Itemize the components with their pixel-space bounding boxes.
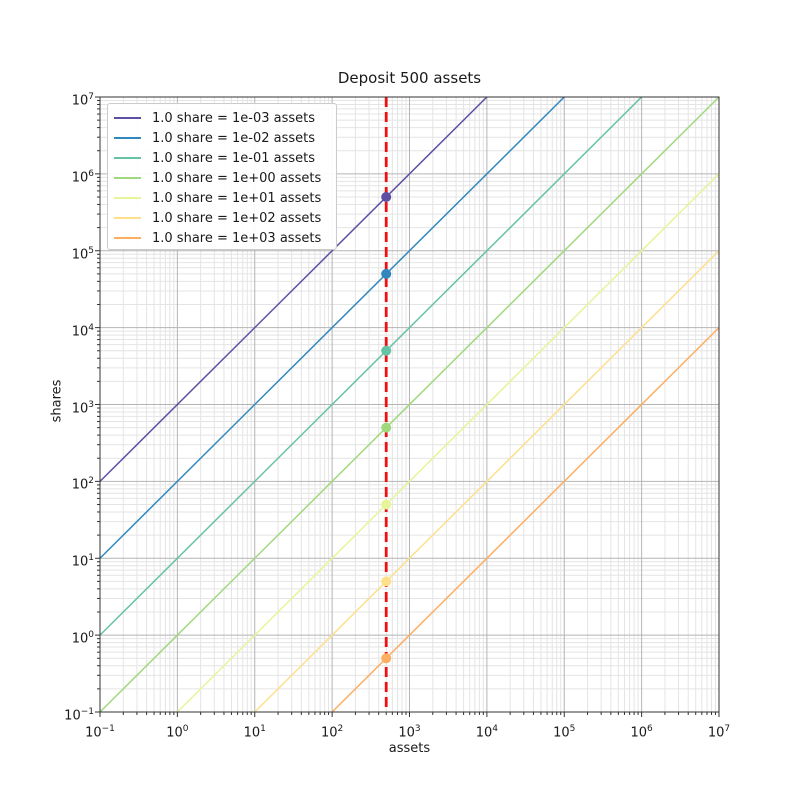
y-tick-label: 101 <box>71 553 94 570</box>
x-tick-label: 105 <box>553 724 576 741</box>
legend-swatch-line <box>114 157 141 159</box>
legend-row: 1.0 share = 1e+00 assets <box>114 168 336 188</box>
legend-swatch-line <box>114 117 141 119</box>
series-line <box>99 96 565 559</box>
y-tick-label: 103 <box>71 399 94 416</box>
x-axis-label: assets <box>388 741 431 756</box>
chart-title: Deposit 500 assets <box>337 69 482 87</box>
y-tick-label: 107 <box>71 92 94 109</box>
y-tick-label: 104 <box>71 322 94 339</box>
x-tick-label: 101 <box>243 724 266 741</box>
marker-dot <box>381 192 392 203</box>
legend-label: 1.0 share = 1e+01 assets <box>152 190 322 206</box>
series-line <box>331 327 720 713</box>
legend-label: 1.0 share = 1e+03 assets <box>152 230 322 246</box>
y-tick-label: 106 <box>71 168 94 186</box>
legend-swatch-line <box>114 137 141 139</box>
series-line <box>176 173 720 713</box>
x-tick-label: 10−1 <box>85 724 115 741</box>
series-line <box>254 250 720 713</box>
marker-dot <box>381 576 392 587</box>
x-tick-label: 106 <box>630 724 653 741</box>
legend: 1.0 share = 1e-03 assets 1.0 share = 1e-0… <box>107 103 337 250</box>
legend-label: 1.0 share = 1e+00 assets <box>152 170 322 186</box>
legend-row: 1.0 share = 1e-03 assets <box>114 108 336 128</box>
series-line <box>99 96 643 636</box>
legend-label: 1.0 share = 1e-03 assets <box>152 110 316 126</box>
x-tick-label: 102 <box>320 724 344 741</box>
legend-swatch-line <box>114 237 141 239</box>
y-tick-label: 100 <box>71 630 94 647</box>
legend-row: 1.0 share = 1e+03 assets <box>114 228 336 248</box>
marker-dot <box>381 499 392 510</box>
legend-label: 1.0 share = 1e-02 assets <box>152 130 316 146</box>
legend-swatch-line <box>114 177 141 179</box>
legend-label: 1.0 share = 1e+02 assets <box>152 210 322 226</box>
x-tick-label: 107 <box>707 724 731 741</box>
y-tick-label: 102 <box>71 476 94 493</box>
legend-row: 1.0 share = 1e-01 assets <box>114 148 336 168</box>
x-tick-label: 103 <box>398 724 421 741</box>
series-line <box>99 96 720 713</box>
legend-swatch-line <box>114 197 141 199</box>
marker-dot <box>381 268 392 279</box>
legend-swatch-line <box>114 217 141 219</box>
legend-row: 1.0 share = 1e+01 assets <box>114 188 336 208</box>
x-tick-label: 104 <box>475 724 499 741</box>
marker-dot <box>381 653 392 664</box>
y-tick-label: 105 <box>71 245 94 263</box>
marker-dot <box>381 422 392 433</box>
y-tick-label: 10−1 <box>64 707 94 724</box>
series-line <box>99 96 488 482</box>
legend-row: 1.0 share = 1e-02 assets <box>114 128 336 148</box>
x-tick-label: 100 <box>166 724 189 741</box>
marker-dot <box>381 345 392 356</box>
legend-row: 1.0 share = 1e+02 assets <box>114 208 336 228</box>
legend-label: 1.0 share = 1e-01 assets <box>152 150 316 166</box>
